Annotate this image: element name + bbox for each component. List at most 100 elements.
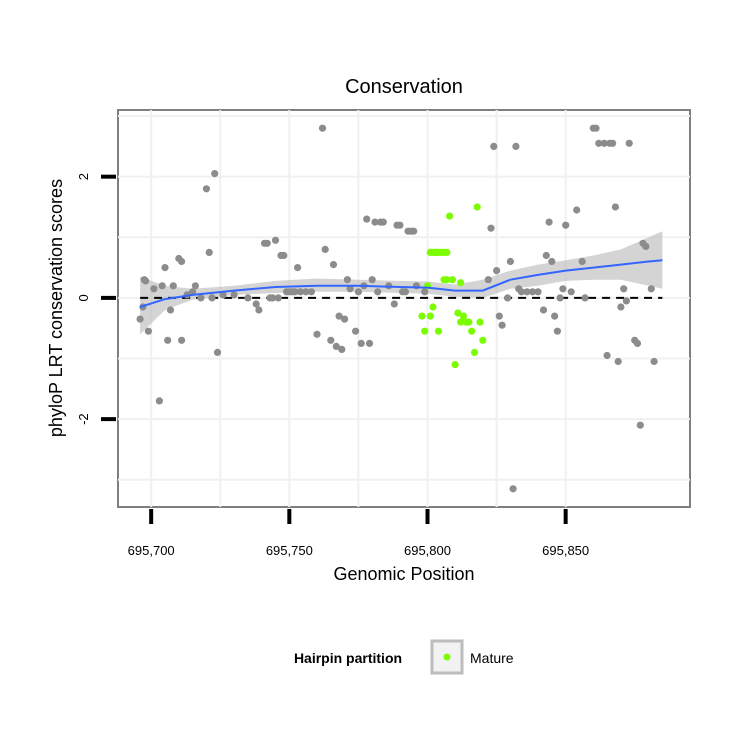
data-point-mature — [473, 203, 481, 211]
data-point — [545, 218, 553, 226]
data-point — [379, 218, 387, 226]
data-point — [142, 277, 150, 285]
data-point — [346, 285, 354, 293]
data-point — [365, 339, 374, 347]
data-point — [487, 224, 495, 232]
data-point — [642, 242, 650, 250]
data-point-mature — [421, 327, 429, 335]
data-point — [208, 294, 216, 302]
data-point — [211, 170, 219, 178]
data-point — [603, 351, 611, 360]
data-point — [410, 227, 418, 235]
data-point — [189, 288, 197, 296]
data-point-mature — [426, 312, 434, 320]
data-point — [321, 245, 329, 253]
legend-label-mature: Mature — [470, 650, 514, 666]
data-point — [338, 345, 346, 353]
x-tick-label: 695,750 — [266, 543, 313, 558]
data-point — [371, 218, 379, 226]
data-point — [213, 348, 222, 356]
data-point — [164, 336, 172, 344]
data-point — [144, 327, 152, 335]
data-point-mature — [443, 276, 451, 284]
data-point — [368, 276, 376, 284]
y-tick-label: 2 — [76, 173, 91, 180]
data-point-mature — [448, 276, 456, 284]
data-point-mature — [465, 318, 473, 326]
data-point — [219, 291, 227, 299]
smooth-line-layer — [139, 259, 663, 308]
data-point — [158, 282, 166, 290]
data-point — [161, 264, 169, 272]
data-point-mature — [468, 327, 476, 335]
data-point — [633, 339, 642, 347]
data-point — [396, 221, 404, 229]
data-point — [327, 336, 335, 344]
data-point — [553, 327, 562, 335]
data-point — [302, 288, 310, 296]
y-tick-label: 0 — [76, 294, 91, 301]
data-point — [595, 139, 603, 147]
data-point — [332, 342, 340, 350]
data-point — [244, 294, 252, 302]
data-point — [625, 139, 633, 147]
data-point — [523, 288, 531, 296]
data-point — [512, 142, 520, 150]
data-point — [636, 421, 644, 429]
data-point-mature — [443, 248, 451, 256]
data-point — [291, 288, 299, 296]
data-point-mature — [429, 303, 437, 311]
data-point — [202, 185, 210, 193]
data-point — [230, 291, 238, 299]
data-point — [136, 315, 144, 323]
data-point — [205, 248, 213, 256]
data-point — [197, 294, 205, 302]
data-point — [609, 139, 617, 147]
data-point — [490, 142, 498, 150]
data-point-mature — [457, 279, 465, 287]
data-point — [573, 206, 581, 214]
data-point — [271, 236, 280, 244]
data-point — [559, 285, 567, 293]
data-point — [556, 294, 564, 302]
data-point — [354, 288, 362, 296]
data-point-mature — [457, 318, 465, 326]
data-point — [534, 288, 542, 296]
data-point — [542, 251, 550, 260]
legend: Hairpin partition Mature — [294, 639, 514, 675]
data-point — [647, 285, 655, 293]
confidence-ribbon — [140, 231, 663, 335]
data-point — [622, 297, 631, 305]
data-point — [263, 239, 271, 247]
data-point-mature — [470, 348, 479, 356]
data-point — [374, 288, 382, 296]
smooth-line — [139, 259, 663, 308]
axes: 695,700 695,750 695,800 695,850 -2 0 2 — [76, 173, 589, 558]
data-point — [191, 282, 199, 290]
data-point — [548, 257, 556, 266]
data-point — [255, 306, 263, 314]
data-point — [421, 288, 429, 296]
data-point — [169, 282, 177, 290]
data-point — [341, 315, 349, 323]
data-point — [539, 306, 548, 314]
data-point — [581, 294, 589, 302]
data-point — [562, 221, 570, 229]
data-point — [528, 288, 537, 296]
data-point-mature — [434, 327, 443, 335]
data-point — [620, 285, 628, 293]
x-axis-title: Genomic Position — [333, 564, 474, 584]
data-point-mature — [476, 318, 484, 326]
data-point — [611, 203, 620, 211]
data-point — [614, 357, 622, 366]
data-point-mature — [454, 309, 462, 317]
data-point — [617, 303, 625, 311]
data-point — [155, 397, 163, 405]
data-point — [296, 288, 304, 296]
data-point — [329, 261, 338, 269]
data-point — [517, 288, 526, 296]
data-point — [600, 139, 608, 147]
data-point — [294, 264, 302, 272]
